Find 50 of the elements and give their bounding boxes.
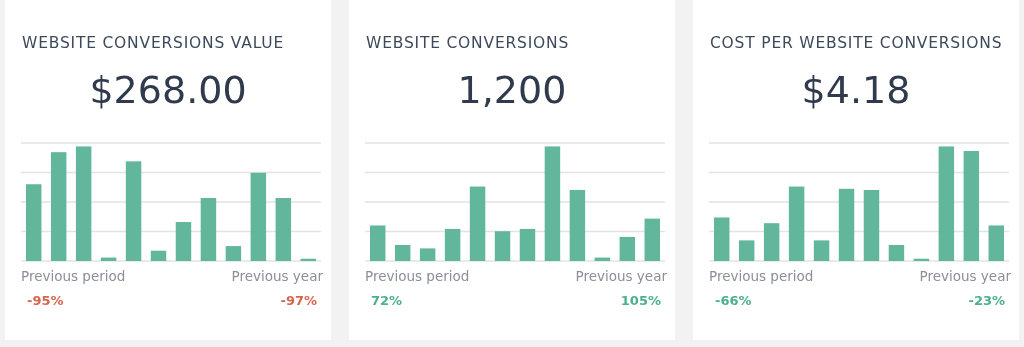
chart-title: COST PER WEBSITE CONVERSIONS <box>710 34 1003 52</box>
bar <box>738 240 755 261</box>
bar <box>544 146 561 261</box>
chart-subtitle: $268.00 <box>89 68 247 112</box>
text: Previous year <box>919 268 1012 284</box>
text: -23% <box>968 293 1005 308</box>
bar <box>494 231 511 261</box>
bar <box>50 152 67 261</box>
bar <box>200 197 217 261</box>
bar <box>175 222 192 261</box>
text: Previous year <box>575 268 668 284</box>
bar <box>569 189 586 261</box>
bar <box>469 186 486 261</box>
bar <box>644 218 660 261</box>
bar <box>763 223 780 261</box>
bar <box>275 197 292 261</box>
bar <box>788 186 805 261</box>
bar <box>150 250 167 261</box>
bar <box>938 146 955 261</box>
bar <box>519 228 536 261</box>
bar <box>988 225 1004 261</box>
text: Previous year <box>231 268 324 284</box>
text: -97% <box>280 293 317 308</box>
text: Previous period <box>709 268 814 284</box>
bar <box>75 146 92 261</box>
bar <box>444 228 461 261</box>
bar <box>888 244 905 261</box>
bar <box>714 217 730 261</box>
text: Previous period <box>365 268 470 284</box>
bar <box>838 188 855 261</box>
chart-subtitle: 1,200 <box>457 68 567 112</box>
bar <box>963 151 980 261</box>
text: 72% <box>371 293 403 308</box>
bar <box>250 172 267 261</box>
text: -66% <box>715 293 752 308</box>
bar <box>225 246 242 261</box>
bar <box>863 189 880 261</box>
chart-subtitle: $4.18 <box>801 68 911 112</box>
bar <box>419 248 436 261</box>
text: 105% <box>620 293 661 308</box>
chart-title: WEBSITE CONVERSIONS VALUE <box>22 34 285 52</box>
bar <box>619 236 636 261</box>
text: -95% <box>27 293 64 308</box>
bar <box>370 225 386 261</box>
chart-title: WEBSITE CONVERSIONS <box>366 34 570 52</box>
bar <box>25 184 42 261</box>
bar <box>394 244 411 261</box>
bar <box>813 240 830 261</box>
bar <box>125 161 142 261</box>
text: Previous period <box>21 268 126 284</box>
